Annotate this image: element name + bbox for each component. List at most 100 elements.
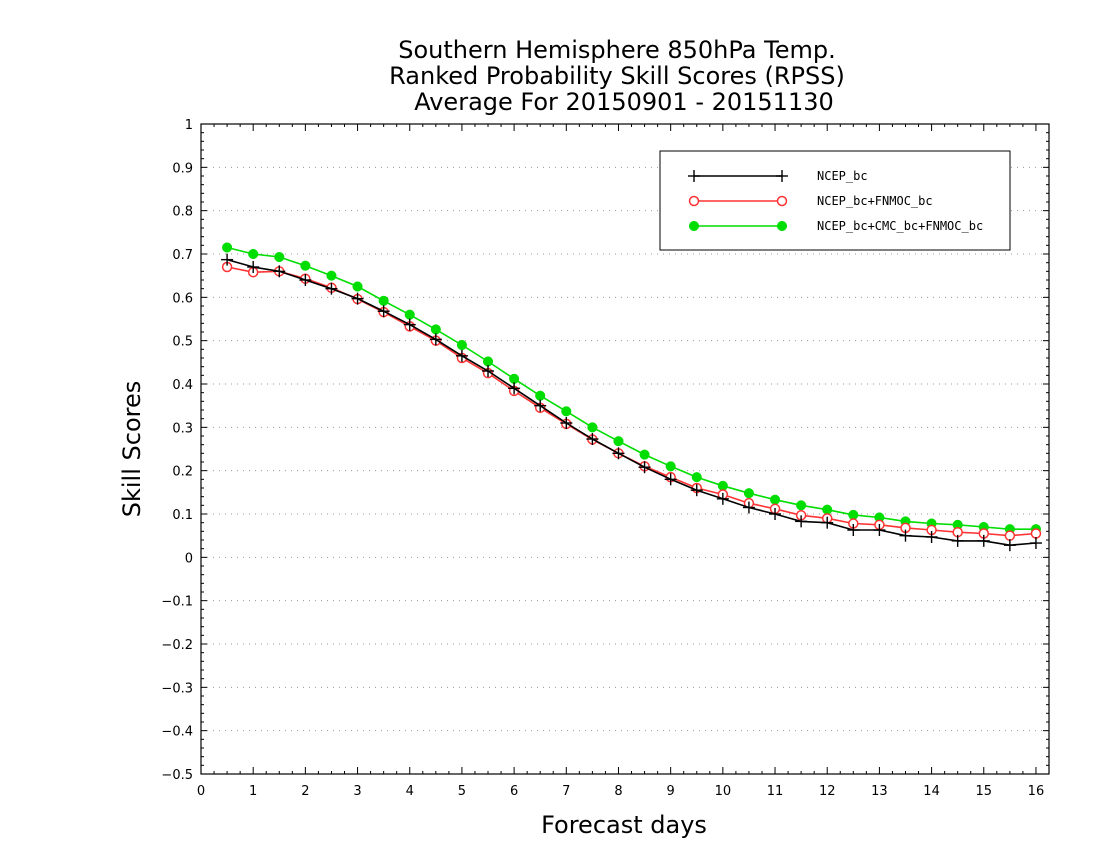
data-point — [351, 292, 364, 305]
x-tick-label: 2 — [301, 784, 309, 799]
data-point — [247, 261, 260, 273]
data-point — [1029, 537, 1042, 550]
y-tick-label: 0.3 — [172, 421, 193, 436]
data-point — [796, 500, 807, 511]
y-tick-label: 1 — [185, 118, 193, 133]
data-point — [639, 449, 650, 460]
data-point — [717, 480, 728, 491]
x-tick-label: 0 — [197, 784, 205, 799]
legend-entry: NCEP_bc — [688, 169, 868, 183]
data-point — [821, 516, 834, 529]
title-line-2: Ranked Probability Skill Scores (RPSS) — [389, 62, 845, 90]
data-point — [404, 309, 415, 320]
data-point — [299, 274, 312, 286]
data-point — [378, 295, 389, 306]
x-tick-label: 7 — [562, 784, 570, 799]
data-point — [769, 494, 781, 505]
data-point — [1004, 530, 1016, 541]
title-line-3: Average For 20150901 - 20151130 — [414, 88, 834, 116]
x-tick-label: 16 — [1028, 784, 1045, 799]
x-tick-label: 8 — [614, 784, 622, 799]
legend-label: NCEP_bc+CMC_bc+FNMOC_bc — [817, 219, 983, 233]
legend-label: NCEP_bc — [817, 169, 868, 183]
x-tick-label: 15 — [975, 784, 992, 799]
grid-lines — [201, 166, 1049, 732]
y-tick-label: 0.7 — [172, 248, 193, 263]
x-tick-label: 5 — [458, 784, 466, 799]
data-point — [248, 248, 259, 260]
data-point — [925, 530, 938, 543]
series-line — [226, 266, 1037, 537]
data-point — [222, 242, 233, 253]
series-2 — [222, 242, 1042, 535]
data-point — [482, 356, 494, 367]
x-tick-label: 11 — [767, 784, 784, 799]
data-point — [352, 281, 363, 292]
data-point — [691, 472, 702, 483]
x-tick-label: 12 — [819, 784, 836, 799]
data-point — [587, 422, 598, 433]
data-point — [455, 349, 468, 362]
data-point — [612, 447, 625, 460]
legend-marker — [688, 195, 700, 207]
data-point — [561, 406, 572, 417]
x-tick-label: 3 — [353, 784, 361, 799]
data-point — [535, 390, 546, 401]
legend-label: NCEP_bc+FNMOC_bc — [817, 194, 933, 208]
y-tick-label: 0.8 — [172, 205, 193, 220]
data-point — [221, 253, 234, 266]
legend: NCEP_bc NCEP_bc+FNMOC_bc NCEP_bc+CMC_bc+FN… — [659, 150, 1011, 251]
y-axis-ticks: −0.5 −0.4 −0.3 −0.2 −0.1 0 0.1 0.2 0.3 0.4 0.5 0.6 0… — [161, 118, 1049, 783]
data-point — [325, 282, 338, 295]
data-point — [899, 529, 912, 542]
y-tick-label: 0.9 — [172, 161, 193, 176]
x-tick-label: 9 — [667, 784, 675, 799]
y-tick-label: −0.5 — [161, 768, 193, 783]
legend-entry: NCEP_bc+FNMOC_bc — [688, 194, 933, 208]
title-line-1: Southern Hemisphere 850hPa Temp. — [398, 36, 835, 64]
x-axis-label: Forecast days — [541, 811, 707, 839]
data-point — [951, 534, 964, 547]
legend-marker — [776, 170, 788, 182]
legend-marker — [688, 220, 700, 232]
y-tick-label: 0.5 — [172, 335, 193, 350]
data-point — [586, 433, 599, 446]
data-point — [743, 488, 754, 499]
data-point — [690, 484, 703, 497]
series-line — [226, 258, 1037, 547]
data-point — [1030, 528, 1042, 539]
data-point — [665, 461, 676, 472]
data-point — [742, 501, 755, 514]
series-lines — [221, 242, 1042, 552]
plot-frame — [200, 123, 1050, 775]
data-point — [534, 399, 547, 412]
data-point — [430, 324, 441, 335]
data-point — [508, 382, 521, 395]
y-axis-label: Skill Scores — [118, 381, 146, 518]
data-point — [274, 251, 285, 263]
x-tick-label: 1 — [249, 784, 257, 799]
x-tick-label: 10 — [715, 784, 732, 799]
y-tick-label: 0 — [185, 551, 193, 566]
legend-entry: NCEP_bc+CMC_bc+FNMOC_bc — [688, 219, 983, 233]
data-point — [847, 524, 860, 537]
x-tick-label: 4 — [406, 784, 414, 799]
legend-marker — [688, 170, 700, 182]
data-point — [769, 508, 782, 520]
data-point — [848, 509, 859, 520]
data-point — [326, 270, 337, 281]
data-point — [560, 417, 573, 429]
data-point — [273, 265, 286, 278]
data-point — [1003, 539, 1016, 552]
data-point — [613, 436, 624, 447]
series-0 — [221, 253, 1042, 552]
legend-marker — [776, 195, 788, 207]
x-tick-label: 13 — [871, 784, 888, 799]
data-point — [300, 260, 311, 271]
y-tick-label: 0.6 — [172, 291, 193, 306]
x-axis-ticks: 0 1 2 3 4 5 6 7 8 9 10 11 12 13 14 15 16 — [197, 124, 1044, 799]
legend-marker — [776, 220, 788, 232]
x-tick-label: 14 — [923, 784, 940, 799]
